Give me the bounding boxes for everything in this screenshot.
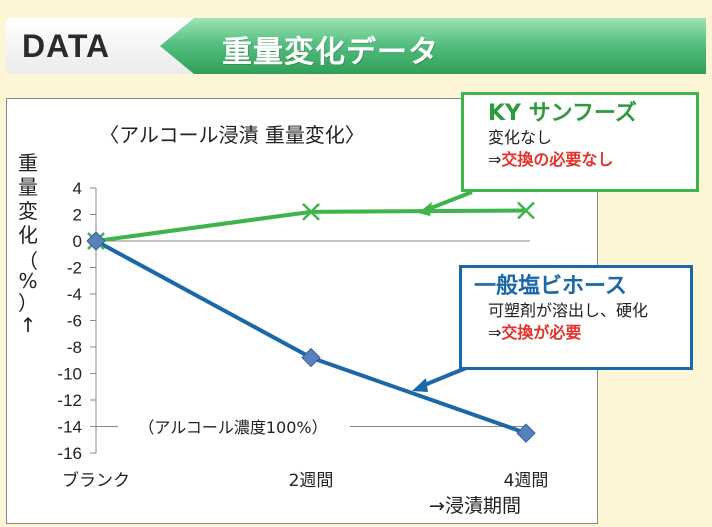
ky-callout-line1: 変化なし [488,128,553,147]
y-tick-label: -12 [57,391,82,410]
general-callout-emphasis: 交換が必要 [501,323,582,342]
y-axis-label: 重量変化（%）↑ [18,151,38,337]
y-tick-label: 2 [73,206,82,225]
ky-callout-title: KY サンフーズ [488,101,637,126]
ky-callout-arrow: ⇒ [488,150,502,169]
y-tick-label: -4 [67,285,82,304]
x-tick-label: ブランク [62,470,130,491]
chart-title: 〈アルコール浸漬 重量変化〉 [99,123,365,147]
general-callout-pointer [421,366,467,388]
y-tick-label: 0 [73,232,82,251]
header-band: DATA 重量変化データ [0,0,712,90]
y-axis-label-char: 変 [18,199,38,223]
y-tick-label: -6 [67,312,82,331]
x-tick-label: 2週間 [289,471,334,491]
general-callout-pointer-head [412,378,428,392]
chart-annotation: （アルコール濃度100%） [138,418,327,437]
general-callout-line1: 可塑剤が溶出し、硬化 [488,301,649,320]
data-point-general [86,231,106,251]
y-axis-label-char: 量 [18,175,38,199]
y-tick-label: -14 [57,418,82,437]
x-tick-label: 4週間 [504,471,549,491]
y-tick-label: 4 [73,179,82,198]
ky-callout-emphasis: 交換の必要なし [501,150,614,169]
general-callout-title: 一般塩ビホース [474,274,627,299]
banner-label: DATA [22,28,111,64]
data-point-ky [517,201,535,220]
banner-title: 重量変化データ [222,35,439,70]
y-axis-label-char: % [18,269,37,293]
x-axis-label: →浸漬期間 [429,495,521,517]
data-point-general [516,423,536,443]
y-tick-label: -10 [57,365,82,384]
series-line-ky [95,208,527,243]
y-axis-label-char: 化 [18,223,38,247]
general-callout-line2: ⇒交換が必要 [474,322,690,344]
ky-callout: KY サンフーズ 変化なし ⇒交換の必要なし [461,92,699,192]
y-axis-label-char: ） [18,291,38,315]
y-tick-label: -16 [57,444,82,463]
ky-callout-line2: ⇒交換の必要なし [488,149,696,171]
data-point-general [301,347,321,368]
general-callout: 一般塩ビホース 可塑剤が溶出し、硬化 ⇒交換が必要 [459,265,693,370]
data-point-ky [302,202,320,221]
y-axis-label-char: 重 [18,151,38,175]
ky-callout-pointer [425,190,473,212]
ky-callout-pointer-head [418,202,432,216]
general-callout-arrow: ⇒ [488,323,502,342]
y-tick-label: -2 [67,259,82,278]
y-axis-label-char: ↑ [20,313,37,337]
banner-green-arrow [160,18,706,74]
y-tick-label: -8 [67,338,82,357]
y-axis-label-char: （ [18,249,38,273]
